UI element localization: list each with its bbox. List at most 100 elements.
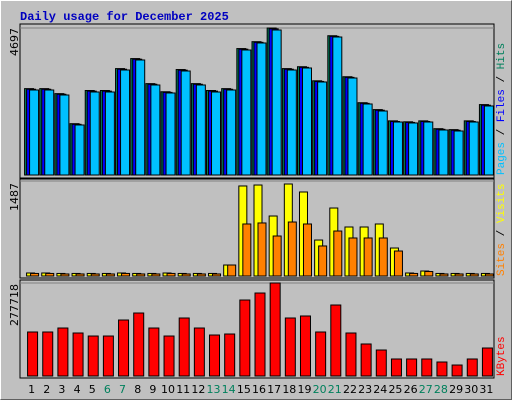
- bar: [59, 94, 70, 176]
- x-tick-label: 6: [104, 383, 111, 396]
- legend: KBytes: [496, 336, 508, 376]
- legend-label: Hits: [496, 43, 508, 69]
- bar: [256, 42, 267, 176]
- x-tick-label: 20: [313, 383, 327, 396]
- x-tick-label: 14: [222, 383, 236, 396]
- bar: [239, 299, 251, 377]
- y-tick-label: 4697: [8, 28, 21, 56]
- x-tick-label: 11: [176, 383, 190, 396]
- bar: [180, 70, 191, 176]
- x-tick-label: 18: [282, 383, 296, 396]
- bar: [375, 349, 387, 377]
- bar: [421, 358, 433, 377]
- legend-separator: /: [496, 122, 508, 142]
- bar: [30, 272, 40, 277]
- bar: [209, 334, 221, 377]
- x-tick-label: 27: [419, 383, 433, 396]
- bar: [227, 264, 237, 277]
- bar: [390, 358, 402, 377]
- bar: [408, 122, 419, 176]
- bar: [299, 315, 311, 377]
- bar: [166, 272, 176, 277]
- bar: [378, 237, 388, 277]
- x-tick-label: 22: [343, 383, 357, 396]
- bar: [271, 29, 282, 176]
- legend-separator: /: [496, 223, 508, 243]
- y-tick-label: 1487: [8, 183, 21, 211]
- bar: [105, 273, 115, 277]
- x-tick-label: 30: [464, 383, 478, 396]
- bar: [436, 361, 448, 377]
- x-tick-label: 26: [404, 383, 418, 396]
- x-tick-label: 5: [89, 383, 96, 396]
- bar: [226, 89, 237, 176]
- bar: [286, 69, 297, 176]
- bar: [438, 129, 449, 176]
- bar: [135, 59, 146, 176]
- bar: [90, 273, 100, 277]
- bar: [72, 332, 84, 377]
- bar: [224, 333, 236, 377]
- bar: [212, 273, 222, 277]
- bar: [315, 331, 327, 377]
- x-tick-label: 23: [358, 383, 372, 396]
- bar: [393, 250, 403, 277]
- bar: [272, 235, 282, 277]
- bar: [318, 245, 328, 277]
- legend: Pages / Files / Hits: [496, 43, 508, 175]
- bar: [87, 335, 99, 377]
- bar: [392, 121, 403, 176]
- bar: [148, 327, 160, 377]
- x-tick-label: 10: [161, 383, 175, 396]
- bar: [439, 273, 449, 277]
- bar: [287, 221, 297, 277]
- bar: [102, 335, 114, 377]
- bar: [60, 273, 70, 277]
- bar: [45, 272, 55, 277]
- bar: [150, 84, 161, 176]
- chart-title: Daily usage for December 2025: [20, 10, 229, 24]
- bar: [454, 273, 464, 277]
- bar: [120, 69, 131, 176]
- bar: [242, 223, 252, 277]
- bar: [345, 332, 357, 377]
- bar: [360, 343, 372, 377]
- legend-label: Sites: [496, 243, 508, 276]
- bar: [75, 273, 85, 277]
- bar: [133, 312, 145, 377]
- bar: [347, 77, 358, 176]
- bar: [57, 327, 69, 377]
- x-tick-label: 15: [237, 383, 251, 396]
- legend-label: KBytes: [496, 336, 508, 376]
- bar: [181, 273, 191, 277]
- x-tick-label: 7: [119, 383, 126, 396]
- bar: [301, 67, 312, 176]
- bar: [453, 130, 464, 176]
- x-tick-label: 25: [388, 383, 402, 396]
- bar: [483, 105, 494, 176]
- bar: [151, 273, 161, 277]
- legend-separator: /: [496, 69, 508, 89]
- bar: [121, 272, 131, 277]
- bar: [74, 124, 85, 176]
- bar: [284, 317, 296, 377]
- bar: [409, 272, 419, 277]
- bar: [424, 271, 434, 277]
- bar: [377, 110, 388, 176]
- bar: [269, 282, 281, 377]
- x-tick-label: 13: [207, 383, 221, 396]
- bar: [118, 319, 130, 377]
- bar: [196, 273, 206, 277]
- x-tick-label: 21: [328, 383, 342, 396]
- bar: [332, 36, 343, 176]
- bar: [469, 273, 479, 277]
- bar: [451, 364, 463, 377]
- x-tick-label: 8: [134, 383, 141, 396]
- bar: [89, 91, 100, 176]
- bar: [211, 91, 222, 176]
- x-tick-label: 31: [479, 383, 493, 396]
- bar: [362, 103, 373, 176]
- bar: [193, 327, 205, 377]
